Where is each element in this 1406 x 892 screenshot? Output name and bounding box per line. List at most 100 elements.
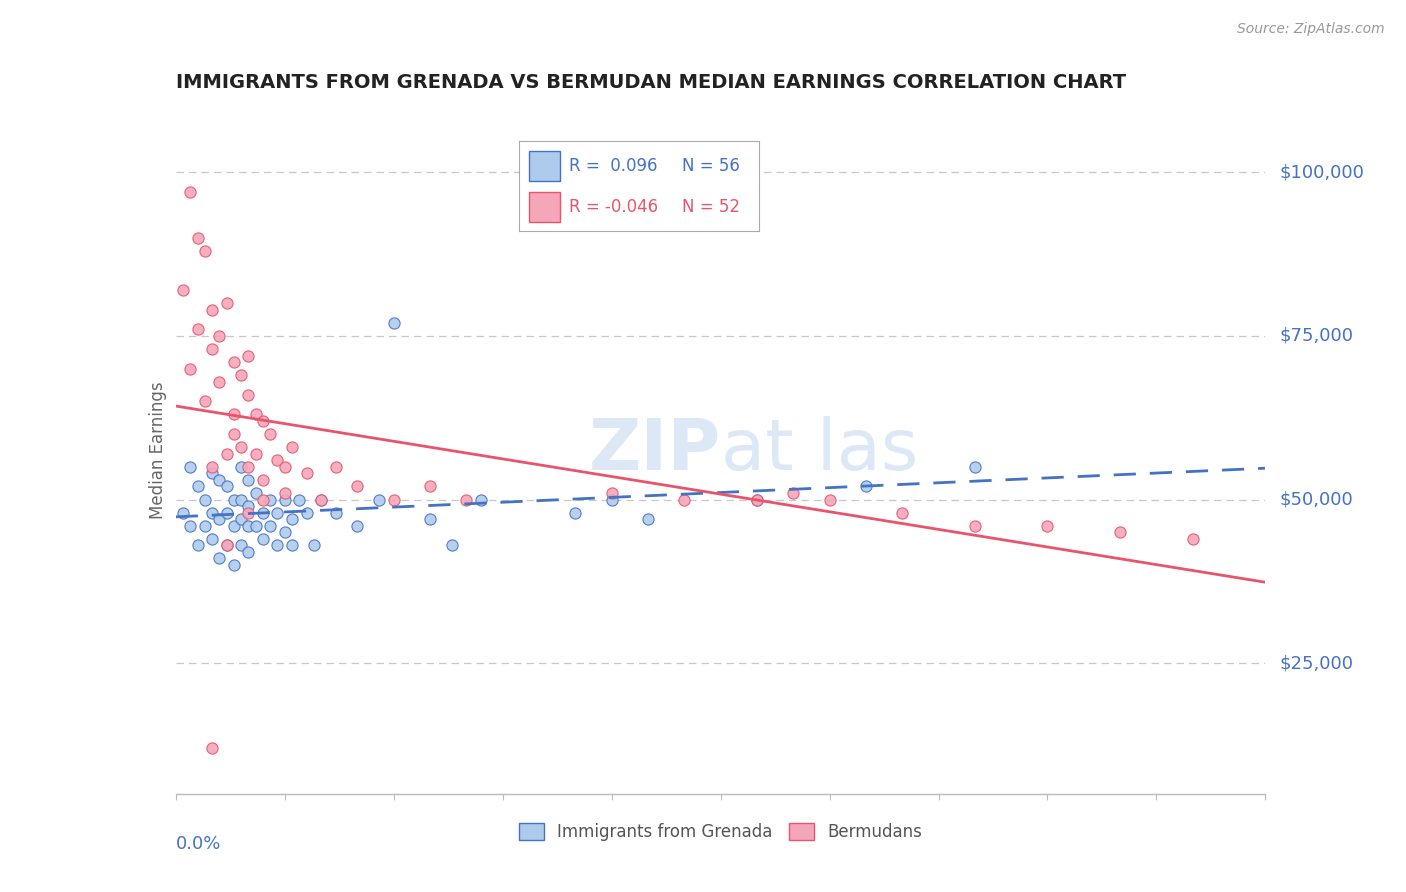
- Point: [194, 518, 217, 533]
- Point: [419, 512, 441, 526]
- Point: [295, 467, 318, 481]
- FancyBboxPatch shape: [529, 193, 560, 222]
- Point: [281, 512, 304, 526]
- Point: [274, 459, 297, 474]
- Text: N = 56: N = 56: [682, 157, 740, 176]
- Point: [201, 532, 224, 546]
- Text: Source: ZipAtlas.com: Source: ZipAtlas.com: [1237, 22, 1385, 37]
- Legend: Immigrants from Grenada, Bermudans: Immigrants from Grenada, Bermudans: [512, 816, 929, 847]
- Point: [215, 538, 238, 552]
- Point: [274, 492, 297, 507]
- Point: [186, 322, 209, 336]
- Point: [179, 518, 201, 533]
- Point: [231, 459, 253, 474]
- Text: $25,000: $25,000: [1279, 654, 1354, 672]
- Point: [186, 479, 209, 493]
- Point: [818, 492, 841, 507]
- Text: N = 52: N = 52: [682, 197, 740, 216]
- Point: [309, 492, 332, 507]
- Point: [295, 506, 318, 520]
- Text: $50,000: $50,000: [1279, 491, 1354, 508]
- Text: $100,000: $100,000: [1279, 163, 1365, 181]
- Point: [172, 283, 194, 297]
- Y-axis label: Median Earnings: Median Earnings: [149, 382, 167, 519]
- Point: [245, 447, 267, 461]
- Point: [1181, 532, 1204, 546]
- Point: [245, 486, 267, 500]
- Point: [238, 388, 260, 402]
- Point: [600, 486, 623, 500]
- Point: [194, 394, 217, 409]
- Point: [891, 506, 914, 520]
- Point: [231, 492, 253, 507]
- Point: [208, 473, 231, 487]
- Point: [266, 506, 288, 520]
- Point: [382, 316, 405, 330]
- Text: at las: at las: [721, 416, 918, 485]
- Point: [245, 518, 267, 533]
- Point: [222, 518, 245, 533]
- Point: [238, 506, 260, 520]
- Point: [215, 296, 238, 310]
- Point: [673, 492, 696, 507]
- Point: [201, 741, 224, 756]
- Point: [281, 440, 304, 454]
- Point: [325, 459, 347, 474]
- Point: [456, 492, 478, 507]
- Point: [1109, 525, 1132, 540]
- Point: [222, 355, 245, 369]
- Point: [201, 467, 224, 481]
- Point: [963, 518, 986, 533]
- FancyBboxPatch shape: [529, 152, 560, 181]
- Point: [215, 447, 238, 461]
- Point: [194, 492, 217, 507]
- Point: [231, 440, 253, 454]
- Point: [238, 518, 260, 533]
- Point: [637, 512, 659, 526]
- Text: $75,000: $75,000: [1279, 327, 1354, 345]
- Point: [238, 473, 260, 487]
- Point: [288, 492, 311, 507]
- Point: [231, 512, 253, 526]
- Point: [238, 459, 260, 474]
- Point: [179, 361, 201, 376]
- Point: [963, 459, 986, 474]
- Point: [346, 479, 368, 493]
- Point: [186, 231, 209, 245]
- Point: [382, 492, 405, 507]
- Point: [419, 479, 441, 493]
- Point: [600, 492, 623, 507]
- Text: ZIP: ZIP: [588, 416, 721, 485]
- Point: [259, 518, 281, 533]
- Point: [238, 545, 260, 559]
- Text: R =  0.096: R = 0.096: [569, 157, 658, 176]
- Point: [215, 538, 238, 552]
- Point: [855, 479, 877, 493]
- Point: [274, 525, 297, 540]
- Text: 0.0%: 0.0%: [176, 835, 221, 853]
- Point: [238, 499, 260, 513]
- Point: [231, 538, 253, 552]
- Point: [302, 538, 325, 552]
- Point: [1036, 518, 1059, 533]
- Point: [564, 506, 586, 520]
- Point: [201, 302, 224, 317]
- Point: [252, 414, 274, 428]
- Point: [194, 244, 217, 258]
- Point: [245, 408, 267, 422]
- Point: [266, 453, 288, 467]
- Point: [238, 349, 260, 363]
- Point: [368, 492, 391, 507]
- Point: [259, 492, 281, 507]
- Text: R = -0.046: R = -0.046: [569, 197, 658, 216]
- Point: [201, 342, 224, 356]
- Point: [281, 538, 304, 552]
- Point: [266, 538, 288, 552]
- Point: [252, 473, 274, 487]
- Point: [201, 459, 224, 474]
- Point: [440, 538, 463, 552]
- Point: [222, 408, 245, 422]
- Point: [186, 538, 209, 552]
- Point: [222, 492, 245, 507]
- Point: [222, 558, 245, 572]
